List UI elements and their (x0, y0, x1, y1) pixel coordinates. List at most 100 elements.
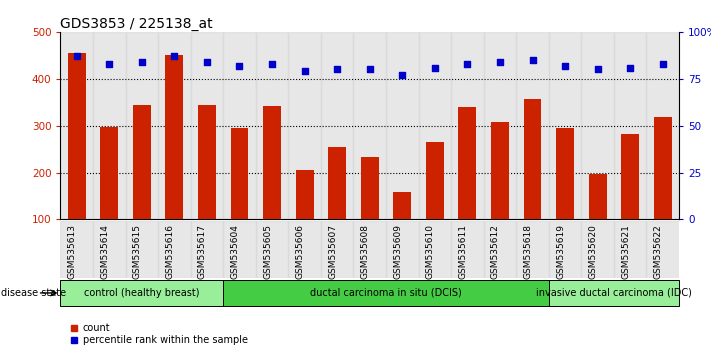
Text: GSM535610: GSM535610 (426, 224, 435, 279)
Bar (614, 221, 646, 278)
Bar (256, 32, 289, 219)
Bar (549, 280, 679, 306)
Point (624, 65, 636, 70)
Bar (60, 280, 223, 306)
Point (494, 59, 506, 65)
Point (234, 63, 245, 68)
Bar (68, 53, 85, 266)
Text: GSM535609: GSM535609 (393, 224, 402, 279)
Point (429, 65, 441, 70)
Text: GSM535607: GSM535607 (328, 224, 337, 279)
Point (201, 59, 213, 65)
Bar (263, 106, 281, 266)
Bar (191, 32, 223, 219)
Point (560, 63, 571, 68)
Text: GSM535605: GSM535605 (263, 224, 272, 279)
Point (104, 61, 115, 67)
Text: GSM535604: GSM535604 (230, 224, 240, 279)
Bar (126, 32, 158, 219)
Bar (646, 221, 679, 278)
Bar (158, 32, 191, 219)
Bar (516, 221, 549, 278)
Bar (360, 156, 379, 266)
Text: GSM535614: GSM535614 (100, 224, 109, 279)
Text: GSM535611: GSM535611 (459, 224, 467, 279)
Bar (328, 147, 346, 266)
Legend: count, percentile rank within the sample: count, percentile rank within the sample (65, 319, 252, 349)
Bar (289, 221, 321, 278)
Bar (223, 221, 256, 278)
Bar (451, 221, 483, 278)
Bar (60, 221, 93, 278)
Bar (230, 128, 248, 266)
Bar (198, 104, 216, 266)
Bar (133, 104, 151, 266)
Bar (256, 221, 289, 278)
Bar (386, 221, 419, 278)
Bar (614, 32, 646, 219)
Bar (451, 32, 483, 219)
Text: GSM535616: GSM535616 (166, 224, 174, 279)
Bar (483, 32, 516, 219)
Bar (646, 32, 679, 219)
Bar (582, 221, 614, 278)
Bar (419, 221, 451, 278)
Point (136, 59, 147, 65)
Bar (516, 32, 549, 219)
Text: GSM535617: GSM535617 (198, 224, 207, 279)
Bar (353, 221, 386, 278)
Text: invasive ductal carcinoma (IDC): invasive ductal carcinoma (IDC) (536, 288, 692, 298)
Point (331, 67, 343, 72)
Text: GSM535615: GSM535615 (133, 224, 141, 279)
Bar (393, 192, 411, 266)
Point (592, 67, 604, 72)
Bar (166, 55, 183, 266)
Text: GSM535622: GSM535622 (653, 224, 663, 279)
Bar (549, 221, 582, 278)
Bar (419, 32, 451, 219)
Bar (289, 32, 321, 219)
Text: control (healthy breast): control (healthy breast) (84, 288, 200, 298)
Bar (93, 32, 126, 219)
Point (527, 57, 538, 63)
Bar (654, 117, 672, 266)
Point (169, 53, 180, 59)
Bar (321, 32, 353, 219)
Bar (296, 170, 314, 266)
Bar (386, 32, 419, 219)
Text: GSM535613: GSM535613 (68, 224, 77, 279)
Text: disease state: disease state (1, 288, 66, 298)
Point (461, 61, 473, 67)
Bar (353, 32, 386, 219)
Bar (321, 221, 353, 278)
Point (71, 53, 82, 59)
Bar (582, 32, 614, 219)
Bar (426, 142, 444, 266)
Text: GSM535620: GSM535620 (589, 224, 598, 279)
Text: GSM535606: GSM535606 (296, 224, 304, 279)
Text: GSM535619: GSM535619 (556, 224, 565, 279)
Text: GSM535618: GSM535618 (523, 224, 533, 279)
Bar (191, 221, 223, 278)
Point (657, 61, 668, 67)
Bar (621, 134, 639, 266)
Bar (549, 32, 582, 219)
Text: ductal carcinoma in situ (DCIS): ductal carcinoma in situ (DCIS) (310, 288, 462, 298)
Bar (459, 107, 476, 266)
Point (364, 67, 375, 72)
Bar (523, 99, 542, 266)
Bar (223, 280, 549, 306)
Bar (491, 122, 509, 266)
Bar (126, 221, 158, 278)
Text: GSM535608: GSM535608 (360, 224, 370, 279)
Bar (589, 173, 606, 266)
Bar (223, 32, 256, 219)
Point (267, 61, 278, 67)
Point (397, 72, 408, 78)
Text: GSM535621: GSM535621 (621, 224, 630, 279)
Text: GSM535612: GSM535612 (491, 224, 500, 279)
Bar (158, 221, 191, 278)
Bar (60, 32, 93, 219)
Point (299, 68, 310, 74)
Bar (556, 128, 574, 266)
